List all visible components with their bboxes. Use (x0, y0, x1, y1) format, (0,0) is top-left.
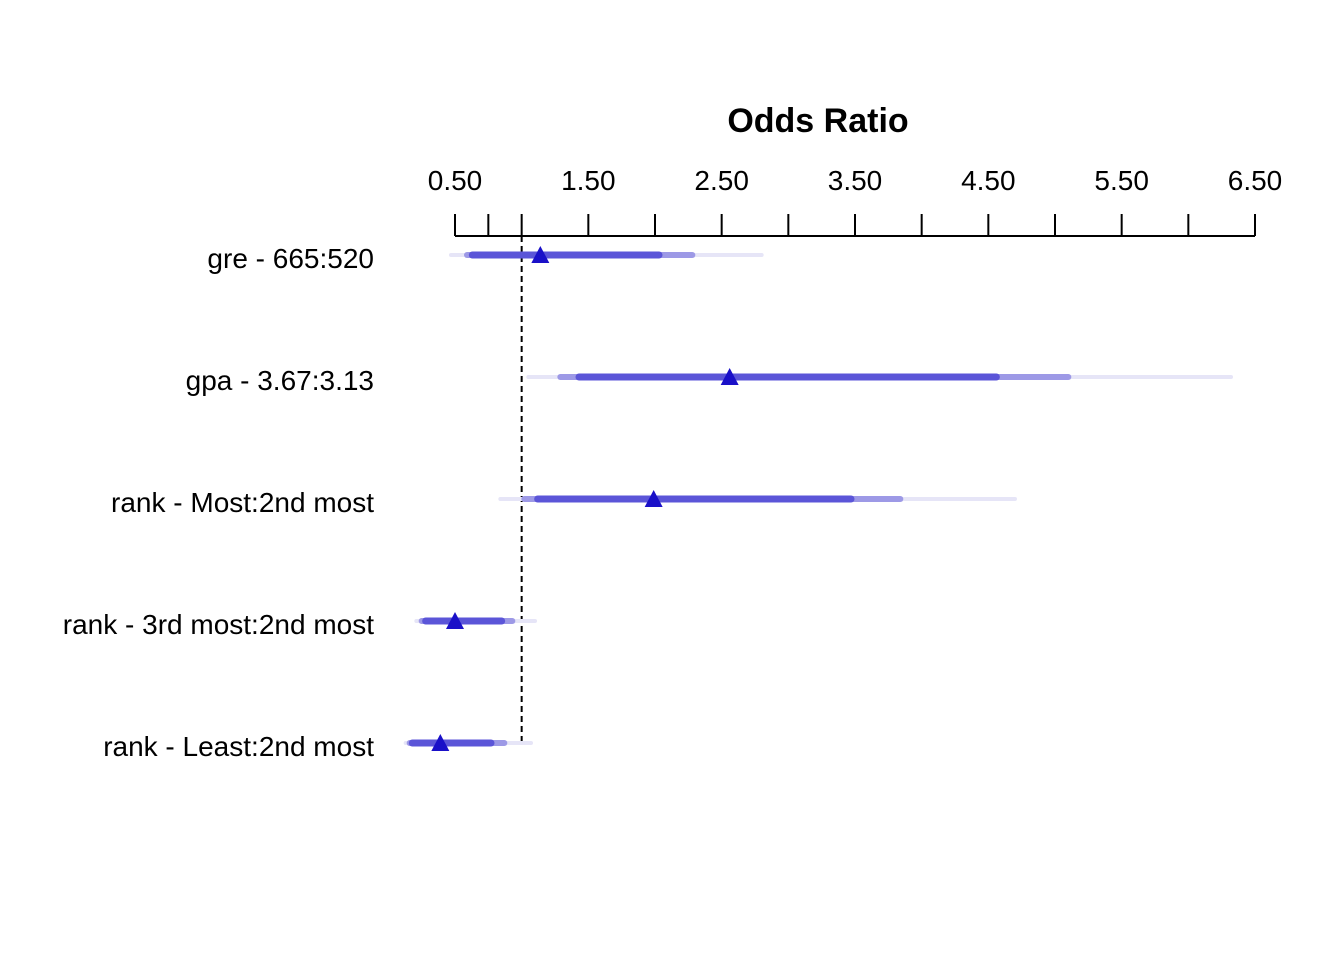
forest-row: rank - Most:2nd most (111, 487, 1017, 518)
row-label: gre - 665:520 (207, 243, 374, 274)
row-label: rank - Most:2nd most (111, 487, 374, 518)
forest-row: rank - Least:2nd most (103, 731, 533, 762)
row-label: rank - 3rd most:2nd most (63, 609, 374, 640)
x-tick-label: 6.50 (1228, 165, 1283, 196)
x-tick-label: 2.50 (694, 165, 749, 196)
estimate-point (720, 368, 739, 385)
x-tick-label: 5.50 (1094, 165, 1149, 196)
estimate-point (431, 734, 450, 751)
forest-row: gre - 665:520 (207, 243, 764, 274)
x-tick-label: 4.50 (961, 165, 1016, 196)
estimate-point (446, 612, 464, 629)
estimate-point (644, 490, 663, 507)
x-axis-title: Odds Ratio (727, 102, 908, 140)
row-label: gpa - 3.67:3.13 (186, 365, 374, 396)
x-tick-label: 1.50 (561, 165, 616, 196)
x-tick-label: 3.50 (828, 165, 883, 196)
forest-row: gpa - 3.67:3.13 (186, 365, 1233, 396)
x-tick-label: 0.50 (428, 165, 483, 196)
estimate-point (531, 246, 550, 263)
forest-row: rank - 3rd most:2nd most (63, 609, 537, 640)
forest-rows: gre - 665:520 gpa - 3.67:3.13 rank - Most:… (63, 243, 1233, 762)
row-label: rank - Least:2nd most (103, 731, 374, 762)
x-axis: 0.50 1.50 2.50 3.50 4.50 5.50 6.50 (428, 165, 1283, 237)
